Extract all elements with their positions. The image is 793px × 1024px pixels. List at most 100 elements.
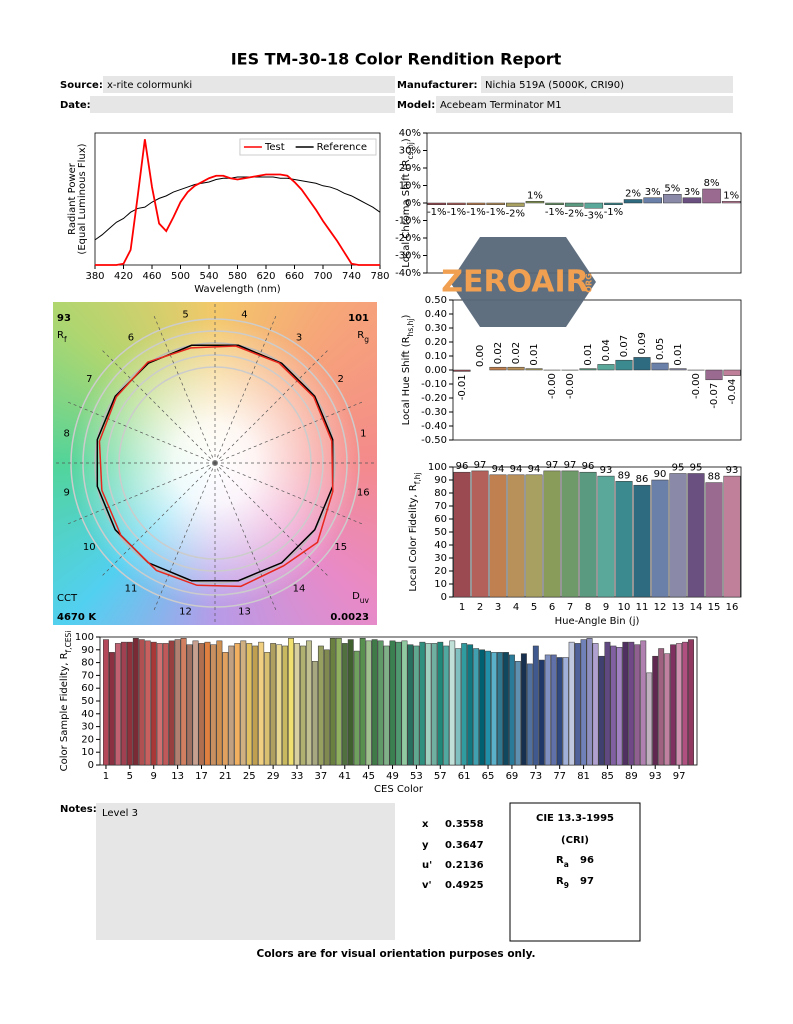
- bar: [586, 638, 593, 766]
- label-part: Local Hue Shift (R: [401, 336, 412, 425]
- y-tick-label: 60: [81, 683, 94, 694]
- bar: [246, 643, 253, 766]
- subscript: hs,hj: [406, 318, 415, 336]
- bar: [174, 639, 181, 766]
- cri-symbol-main: R: [556, 876, 564, 887]
- bar: [486, 202, 505, 205]
- rf-label: Rf: [57, 330, 67, 344]
- data-label: 88: [708, 472, 721, 483]
- bar: [437, 641, 444, 766]
- bar: [616, 646, 623, 766]
- x-tick-label: 97: [673, 771, 686, 782]
- bar: [610, 645, 617, 766]
- x-tick-label: 5: [127, 771, 133, 782]
- rg-label: Rg: [357, 330, 369, 344]
- bar: [471, 470, 489, 598]
- label-part: Local Chroma Shift (R: [401, 159, 412, 267]
- bar: [341, 643, 348, 766]
- chroma-value: 0.3647: [445, 840, 484, 851]
- cri-value: 97: [580, 876, 594, 887]
- y-tick-label: 30: [81, 722, 94, 733]
- bar: [180, 638, 187, 766]
- label-part: Local Color Fidelity, R: [408, 484, 419, 591]
- data-label: -2%: [564, 209, 583, 220]
- bin-label: 12: [179, 606, 192, 617]
- bar: [447, 202, 466, 205]
- y-tick-label: -0.40: [421, 421, 447, 432]
- bin-label: 6: [128, 332, 134, 343]
- bar: [669, 473, 687, 598]
- bar: [688, 639, 694, 766]
- y-axis-label: Color Sample Fidelity, Rf,CESi: [59, 631, 73, 772]
- y-tick-label: 100: [75, 632, 94, 643]
- x-tick-label: 33: [291, 771, 304, 782]
- bar: [580, 639, 587, 766]
- bar: [646, 672, 653, 766]
- data-label: 94: [492, 464, 505, 475]
- data-label: 95: [690, 463, 703, 474]
- x-tick-label: 21: [219, 771, 232, 782]
- field-label: Model:: [397, 100, 435, 111]
- bar: [721, 201, 741, 204]
- y-tick-label: 20: [81, 734, 94, 745]
- x-tick-label: 57: [434, 771, 447, 782]
- x-tick-label: 5: [531, 602, 537, 613]
- data-label: 96: [582, 461, 595, 472]
- data-label: -1%: [466, 207, 485, 218]
- bar: [579, 471, 597, 598]
- y-tick-label: 80: [434, 488, 447, 499]
- y-tick-label: 10: [434, 579, 447, 590]
- bin-divider: [65, 462, 216, 526]
- bar: [240, 640, 247, 766]
- chroma-label: v': [422, 880, 432, 891]
- y-tick-label: 10%: [399, 181, 421, 192]
- bin-divider: [214, 313, 278, 464]
- cri-symbol-sub: 9: [564, 881, 569, 890]
- bar: [473, 648, 480, 766]
- bar: [628, 641, 635, 766]
- subscript: g: [364, 335, 369, 344]
- y-tick-label: 0.50: [425, 295, 447, 306]
- bar: [489, 366, 507, 371]
- data-label: 93: [600, 465, 613, 476]
- data-label: -0.00: [691, 373, 702, 399]
- y-tick-label: -40%: [395, 268, 421, 279]
- bar: [682, 197, 702, 204]
- label-part: ): [401, 138, 412, 142]
- field-label: Date:: [60, 100, 91, 111]
- y-tick-label: 90: [434, 475, 447, 486]
- legend: Test Reference: [239, 138, 377, 156]
- bar: [664, 653, 671, 766]
- bar: [228, 645, 235, 766]
- bar: [186, 644, 193, 766]
- field-box: [481, 76, 733, 93]
- bin-label: 10: [83, 542, 96, 553]
- bar: [234, 643, 241, 766]
- bin-divider: [152, 313, 216, 464]
- bar: [479, 649, 486, 766]
- bar: [453, 369, 471, 372]
- y-axis-label: (Equal Luminous Flux): [77, 143, 88, 254]
- x-tick-label: 61: [458, 771, 471, 782]
- bin-divider: [214, 462, 278, 613]
- x-tick-label: 16: [726, 602, 739, 613]
- bin-label: 3: [296, 332, 302, 343]
- bar: [114, 643, 121, 766]
- bar: [556, 657, 563, 766]
- y-tick-label: 30%: [399, 146, 421, 157]
- y-tick-label: 70: [81, 670, 94, 681]
- data-label: -0.01: [457, 374, 468, 400]
- y-tick-label: -20%: [395, 233, 421, 244]
- bar: [615, 481, 633, 598]
- bar: [598, 655, 605, 766]
- rf-value: 93: [57, 313, 71, 324]
- y-tick-label: 30: [434, 553, 447, 564]
- bar: [623, 199, 643, 204]
- bar: [525, 368, 543, 371]
- chroma-value: 0.3558: [445, 819, 484, 830]
- bar: [270, 643, 277, 766]
- x-tick-label: 6: [549, 602, 555, 613]
- y-tick-label: 0: [441, 592, 447, 603]
- cct-label: CCT: [57, 593, 78, 604]
- bar: [300, 645, 306, 766]
